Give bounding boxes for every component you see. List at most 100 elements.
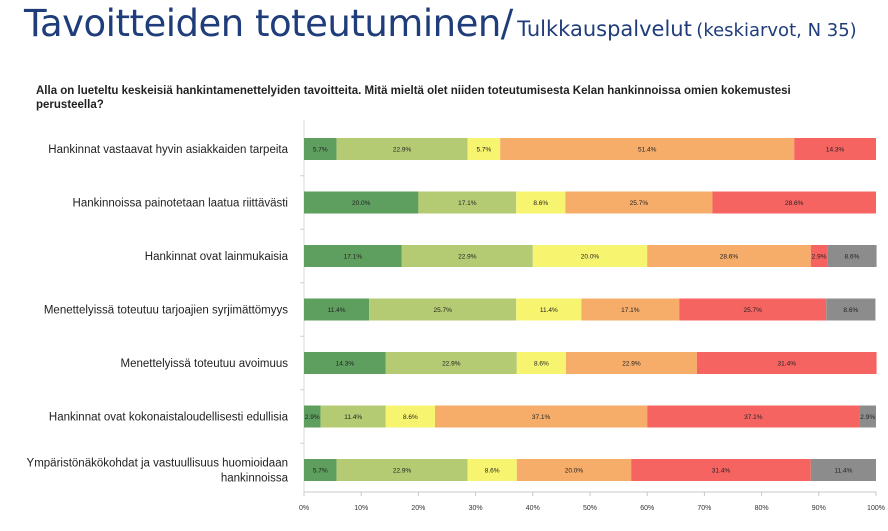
bar-segment [418, 191, 517, 214]
data-label: 51.4% [638, 147, 657, 154]
bar-segment [336, 138, 468, 160]
title-note: (keskiarvot, N 35) [696, 20, 857, 41]
data-label: 8.6% [533, 200, 548, 207]
bar-segment [516, 298, 582, 321]
data-label: 20.0% [565, 468, 584, 475]
data-label: 31.4% [778, 361, 797, 368]
bar-segment [516, 352, 566, 374]
bar-segment [647, 405, 860, 428]
bar-segment [631, 459, 811, 481]
bar-segment [826, 298, 876, 321]
data-label: 17.1% [344, 254, 363, 261]
data-label: 11.4% [344, 414, 362, 421]
data-label: 5.7% [313, 468, 328, 475]
category-label: Hankinnat ovat lainmukaisia [145, 251, 289, 263]
data-label: 22.9% [442, 361, 461, 368]
bar-segment [304, 138, 337, 160]
bar-segment [467, 138, 501, 160]
x-tick-label: 100% [867, 505, 885, 512]
bar-segment [516, 191, 566, 214]
title-main: Tavoitteiden toteutuminen/ [24, 2, 513, 45]
page-title: Tavoitteiden toteutuminen/ Tulkkauspalve… [24, 2, 857, 45]
data-label: 17.1% [458, 200, 477, 207]
x-tick-label: 30% [469, 505, 483, 512]
bar-segment [467, 459, 517, 481]
bar-segment [647, 245, 811, 267]
bar-segment [304, 298, 370, 321]
data-label: 25.7% [433, 307, 452, 314]
bar-segment [859, 405, 876, 428]
bar-segment [500, 138, 795, 160]
bar-segment [712, 191, 876, 214]
data-label: 8.6% [403, 414, 418, 421]
category-label: Hankinnat ovat kokonaistaloudellisesti e… [49, 412, 289, 424]
category-label: Ympäristönäkökohdat ja vastuullisuus huo… [27, 458, 288, 470]
bar-segment [696, 352, 877, 374]
bar-segment [304, 459, 337, 481]
bar-segment [304, 405, 321, 428]
bar-segment [369, 298, 517, 321]
bar-segment [810, 245, 828, 267]
bar-segment [532, 245, 648, 267]
data-label: 22.9% [622, 361, 641, 368]
bar-segment [827, 245, 877, 267]
bar-segment [565, 352, 697, 374]
data-label: 11.4% [328, 307, 346, 314]
data-label: 25.7% [630, 200, 649, 207]
bar-segment [304, 245, 402, 267]
bar-segment [385, 405, 435, 428]
data-label: 14.3% [336, 361, 355, 368]
bar-segment [679, 298, 827, 321]
x-tick-label: 90% [812, 505, 826, 512]
bar-segment [810, 459, 876, 481]
data-label: 8.6% [485, 468, 500, 475]
data-label: 37.1% [744, 414, 763, 421]
data-label: 17.1% [621, 307, 640, 314]
x-tick-label: 60% [640, 505, 654, 512]
x-tick-label: 50% [583, 505, 597, 512]
data-label: 8.6% [845, 254, 860, 261]
data-label: 22.9% [393, 468, 412, 475]
data-label: 28.6% [720, 254, 739, 261]
bar-segment [304, 191, 419, 214]
bar-segment [516, 459, 632, 481]
data-label: 8.6% [534, 361, 549, 368]
category-label: Hankinnat vastaavat hyvin asiakkaiden ta… [48, 144, 288, 156]
data-label: 31.4% [712, 468, 731, 475]
data-label: 22.9% [393, 147, 412, 154]
bar-segment [304, 352, 386, 374]
data-label: 8.6% [843, 307, 858, 314]
data-label: 14.3% [826, 147, 845, 154]
x-tick-label: 80% [755, 505, 769, 512]
x-tick-label: 70% [697, 505, 711, 512]
x-tick-label: 20% [411, 505, 425, 512]
x-tick-label: 40% [526, 505, 540, 512]
title-subtitle: Tulkkauspalvelut [517, 17, 692, 41]
bar-segment [385, 352, 517, 374]
bar-segment [434, 405, 648, 428]
data-label: 11.4% [834, 468, 852, 475]
x-tick-label: 10% [354, 505, 368, 512]
data-label: 5.7% [313, 147, 328, 154]
data-label: 5.7% [476, 147, 491, 154]
bar-segment [581, 298, 680, 321]
category-label: Menettelyissä toteutuu avoimuus [121, 358, 289, 370]
category-label: Menettelyissä toteutuu tarjoajien syrjim… [44, 305, 288, 317]
data-label: 11.4% [540, 307, 558, 314]
data-label: 37.1% [532, 414, 551, 421]
data-label: 2.9% [860, 414, 875, 421]
bar-segment [336, 459, 468, 481]
data-label: 25.7% [744, 307, 763, 314]
bar-segment [565, 191, 713, 214]
x-tick-label: 0% [299, 505, 309, 512]
data-label: 28.6% [785, 200, 804, 207]
survey-question: Alla on lueteltu keskeisiä hankintamenet… [36, 85, 791, 111]
data-label: 20.0% [352, 200, 371, 207]
bar-segment [320, 405, 386, 428]
bar-segment [401, 245, 533, 267]
category-label: Hankinnoissa painotetaan laatua riittävä… [73, 198, 288, 210]
category-label: hankinnoissa [221, 473, 289, 485]
bar-segment [794, 138, 876, 160]
data-label: 22.9% [458, 254, 477, 261]
